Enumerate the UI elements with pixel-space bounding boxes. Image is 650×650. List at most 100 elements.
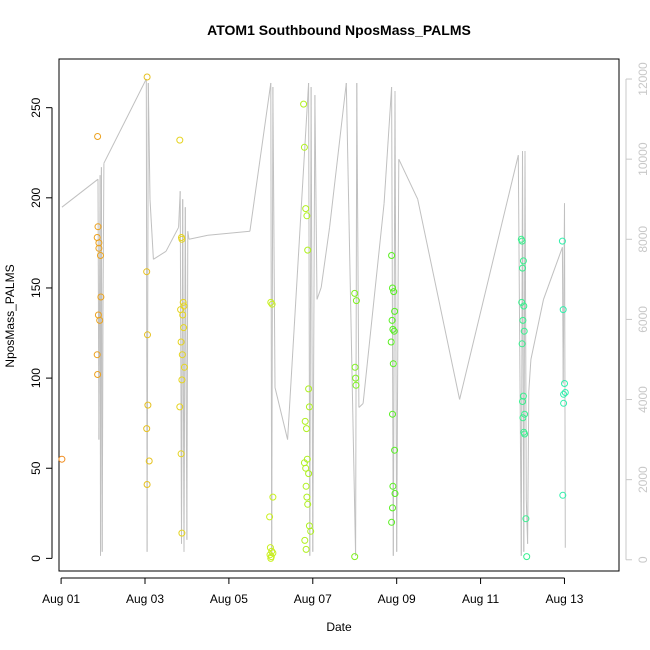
data-point [521, 410, 529, 418]
data-point [94, 133, 102, 140]
data-point [519, 257, 527, 265]
series-line-segment [207, 230, 250, 236]
plot-frame [58, 58, 620, 572]
x-tick-label: Aug 11 [462, 592, 499, 606]
x-tick-label: Aug 13 [545, 592, 583, 606]
data-point [95, 244, 103, 252]
data-point [268, 547, 276, 555]
data-point [388, 316, 396, 324]
data-point [266, 551, 274, 559]
data-point [351, 363, 359, 371]
y2-tick-label: 8000 [636, 226, 650, 253]
data-point [143, 73, 151, 81]
series-line-segment [362, 203, 385, 404]
data-point [518, 340, 526, 348]
series-line-segment [249, 82, 272, 232]
data-point [389, 410, 396, 418]
series-line-segment [391, 86, 394, 556]
data-point [352, 381, 360, 389]
y-tick-label: 50 [29, 461, 43, 475]
series-line-segment [187, 231, 190, 240]
data-point [391, 490, 399, 497]
data-point [302, 464, 310, 472]
data-point [177, 450, 185, 458]
data-point [388, 518, 396, 526]
data-point [305, 470, 313, 478]
series-line-segment [528, 359, 532, 392]
data-point [559, 306, 567, 314]
x-tick-label: Aug 09 [378, 592, 416, 606]
x-tick-label: Aug 01 [42, 592, 80, 606]
data-point [180, 363, 188, 371]
series-line-segment [417, 199, 461, 400]
series-line-segment [320, 227, 331, 288]
data-point [351, 289, 359, 297]
data-point [178, 351, 186, 359]
data-point [178, 529, 186, 537]
data-point [180, 324, 188, 332]
scatter-points [58, 73, 569, 562]
data-point [301, 536, 309, 544]
x-tick-label: Aug 05 [210, 592, 248, 606]
x-axis-label: Date [326, 620, 352, 634]
series-line-segment [517, 155, 522, 556]
data-point [303, 493, 311, 501]
data-point [300, 100, 308, 108]
data-point [304, 500, 312, 508]
data-point [58, 455, 66, 463]
data-point [97, 252, 104, 259]
series-line-segment [101, 311, 104, 552]
data-point [518, 298, 526, 306]
series-line-segment [310, 86, 314, 552]
y-tick-label: 100 [29, 368, 43, 388]
series-line-segment [396, 159, 400, 552]
data-point [268, 300, 276, 308]
y-tick-label: 200 [29, 187, 43, 207]
data-point [561, 380, 568, 387]
data-point [352, 374, 360, 382]
data-point [302, 545, 310, 553]
data-point [178, 235, 186, 243]
data-point [521, 430, 529, 438]
x-axis: Aug 01 Aug 03 Aug 05 Aug 07 Aug 09 Aug 11 Aug … [42, 577, 584, 606]
right-axis-line-series [61, 78, 566, 556]
data-point [266, 513, 274, 521]
data-point [300, 143, 308, 151]
data-point [559, 491, 567, 499]
series-line-segment [383, 86, 393, 204]
series-line-segment [147, 82, 151, 200]
data-point [303, 425, 310, 433]
data-point [391, 446, 399, 454]
series-line-segment [149, 199, 154, 260]
data-point [389, 504, 396, 512]
data-point [97, 293, 105, 301]
data-point [94, 223, 102, 231]
data-point [269, 493, 277, 501]
data-point [352, 297, 360, 305]
data-point [519, 414, 527, 422]
x-tick-label: Aug 07 [294, 592, 332, 606]
data-point [558, 237, 566, 245]
series-line-segment [102, 163, 105, 312]
data-point [519, 398, 526, 405]
series-line-segment [103, 78, 147, 164]
data-point [178, 376, 186, 384]
series-line-segment [188, 234, 209, 240]
series-line-segment [356, 82, 360, 408]
data-point [302, 482, 310, 490]
data-point [179, 298, 187, 306]
data-point [301, 417, 309, 425]
series-line-segment [394, 91, 398, 552]
y-axis-label: NposMass_PALMS [3, 264, 17, 367]
data-point [305, 385, 313, 393]
data-point [305, 403, 313, 411]
series-line-segment [355, 82, 358, 556]
data-point [302, 205, 310, 213]
series-line-segment [272, 86, 276, 388]
data-point [144, 331, 151, 339]
series-line-segment [564, 203, 566, 548]
y2-tick-label: 6000 [636, 306, 650, 333]
data-point [389, 482, 397, 490]
data-point [93, 351, 101, 359]
